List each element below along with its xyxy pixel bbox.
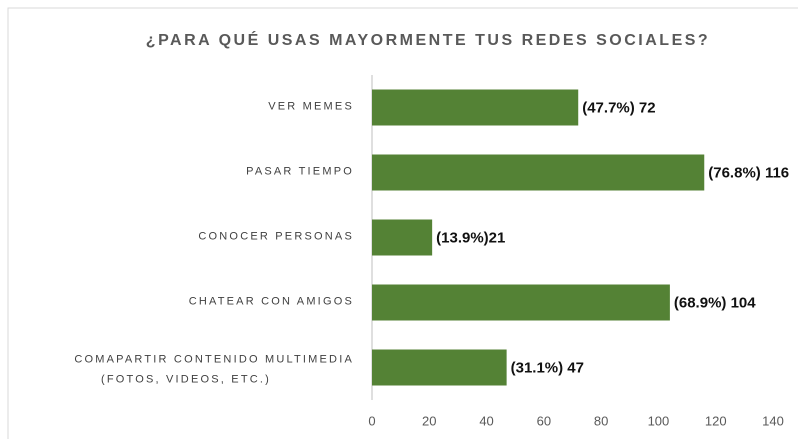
x-tick-label: 100: [648, 413, 670, 428]
value-label: (31.1%) 47: [511, 359, 584, 376]
x-tick-label: 120: [705, 413, 727, 428]
bar: [372, 89, 579, 126]
x-tick-label: 0: [368, 413, 375, 428]
value-label: (47.7%) 72: [582, 99, 655, 116]
x-tick-label: 60: [537, 413, 551, 428]
y-tick-label: CONOCER PERSONAS: [198, 230, 354, 242]
y-tick-label: (FOTOS, VIDEOS, ETC.): [101, 373, 271, 385]
value-label: (76.8%) 116: [708, 164, 789, 181]
bar: [372, 349, 507, 386]
x-tick-label: 20: [422, 413, 436, 428]
y-tick-label: PASAR TIEMPO: [246, 165, 354, 177]
bar: [372, 219, 433, 256]
chart-border: [7, 7, 798, 439]
y-tick-label: VER MEMES: [268, 100, 354, 112]
x-tick-label: 40: [479, 413, 493, 428]
x-tick-label: 140: [762, 413, 784, 428]
chart-title: ¿PARA QUÉ USAS MAYORMENTE TUS REDES SOCI…: [146, 30, 710, 49]
bar: [372, 284, 670, 321]
value-label: (68.9%) 104: [674, 294, 756, 311]
y-tick-label: CHATEAR CON AMIGOS: [189, 295, 354, 307]
y-tick-label: COMAPARTIR CONTENIDO MULTIMEDIA: [74, 353, 354, 365]
value-label: (13.9%)21: [436, 229, 505, 246]
bar: [372, 154, 705, 191]
x-tick-label: 80: [594, 413, 608, 428]
